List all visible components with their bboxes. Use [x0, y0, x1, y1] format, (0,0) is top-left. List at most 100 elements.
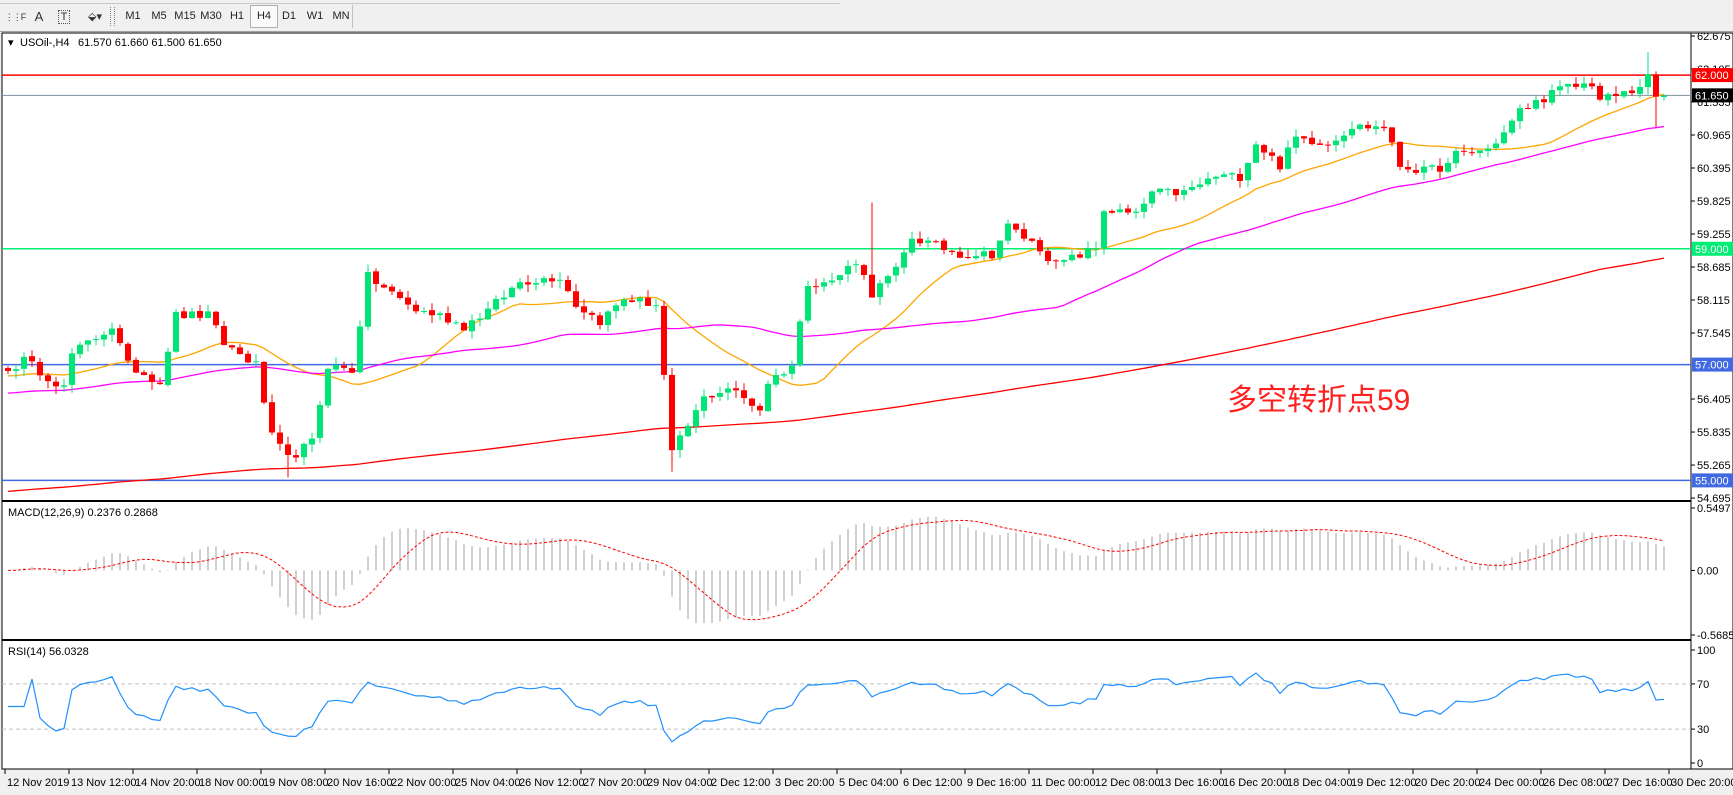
time-label: 5 Dec 04:00 — [839, 777, 898, 789]
candle-body — [373, 271, 379, 284]
candle-body — [853, 264, 859, 266]
candle — [133, 357, 139, 374]
candle-body — [1597, 85, 1603, 100]
candle-body — [245, 353, 251, 363]
candle — [853, 259, 859, 273]
timeframe-m30[interactable]: M30 — [200, 10, 222, 22]
candle-body — [477, 318, 483, 321]
candle-body — [533, 283, 539, 285]
candle-body — [1405, 166, 1411, 170]
candle — [869, 202, 875, 298]
candle — [445, 306, 451, 325]
candle-body — [773, 375, 779, 385]
candle-body — [781, 374, 787, 376]
candle-body — [1293, 136, 1299, 148]
candle — [1485, 144, 1491, 157]
candle — [909, 231, 915, 256]
price-tick-label: 60.395 — [1697, 163, 1731, 175]
candle — [501, 290, 507, 305]
candle — [5, 366, 11, 374]
candle-body — [1277, 156, 1283, 170]
candle — [389, 284, 395, 296]
candle — [125, 342, 131, 364]
candle-body — [749, 398, 755, 406]
annotation-text: 多空转折点59 — [1227, 384, 1410, 417]
candle — [437, 311, 443, 321]
candle-body — [1005, 223, 1011, 241]
candle-body — [1485, 148, 1491, 152]
candle — [589, 310, 595, 321]
candle — [1093, 241, 1099, 257]
candle-body — [205, 311, 211, 319]
arrows-icon[interactable]: ⬙▾ — [88, 11, 102, 23]
candle-body — [1461, 150, 1467, 152]
candle — [1581, 76, 1587, 91]
price-tick-label: 56.405 — [1697, 394, 1731, 406]
candle-body — [117, 328, 123, 344]
candle-body — [493, 298, 499, 310]
candle — [285, 436, 291, 478]
timeframe-w1[interactable]: W1 — [306, 10, 324, 22]
candle-body — [813, 286, 819, 288]
period-separator-icon[interactable]: ⋮⋮F — [4, 12, 27, 22]
timeframe-h1[interactable]: H1 — [229, 10, 245, 22]
rsi-tick-label: 30 — [1697, 724, 1709, 736]
candle-body — [581, 306, 587, 313]
timeframe-d1[interactable]: D1 — [281, 10, 297, 22]
ma-fast-line — [7, 93, 1665, 387]
price-tick-label: 59.255 — [1697, 229, 1731, 241]
timeframe-m5[interactable]: M5 — [151, 10, 167, 22]
symbol-name: USOil-,H4 — [20, 37, 70, 49]
candle — [669, 367, 675, 472]
candle — [1293, 129, 1299, 154]
candle-body — [677, 435, 683, 451]
text-label-icon[interactable]: T — [53, 6, 75, 28]
candle — [677, 430, 683, 458]
candle-body — [1253, 144, 1259, 163]
candle — [325, 367, 331, 409]
candle-body — [357, 326, 363, 373]
candle-body — [525, 282, 531, 285]
timeframe-h4[interactable]: H4 — [250, 5, 278, 28]
candle — [1605, 91, 1611, 106]
candle — [661, 300, 667, 381]
symbol-menu-icon[interactable]: ▾ — [8, 37, 14, 49]
candle-body — [1477, 150, 1483, 153]
candle — [1597, 82, 1603, 102]
price-label-62.000: 62.000 — [1695, 70, 1729, 82]
candle — [141, 370, 147, 376]
candle — [1453, 148, 1459, 169]
candle — [1101, 209, 1107, 255]
timeframe-m15[interactable]: M15 — [174, 10, 196, 22]
candle — [709, 395, 715, 403]
candle — [557, 272, 563, 289]
candle — [213, 310, 219, 329]
time-label: 20 Dec 20:00 — [1415, 777, 1480, 789]
candle — [885, 274, 891, 288]
price-label-55.000: 55.000 — [1695, 475, 1729, 487]
candle — [309, 432, 315, 453]
candle — [749, 397, 755, 412]
candle-body — [1029, 238, 1035, 241]
candle — [773, 368, 779, 388]
candle-body — [141, 372, 147, 376]
text-A-icon[interactable]: A — [34, 9, 44, 24]
time-label: 16 Dec 20:00 — [1223, 777, 1288, 789]
candle — [1117, 203, 1123, 214]
candle — [645, 290, 651, 307]
candle-body — [237, 347, 243, 355]
candle-body — [597, 315, 603, 326]
timeframe-mn[interactable]: MN — [332, 10, 350, 22]
macd-label: MACD(12,26,9) 0.2376 0.2868 — [8, 507, 158, 519]
candle — [29, 350, 35, 367]
candle-body — [1149, 191, 1155, 204]
candle-body — [173, 311, 179, 352]
time-label: 30 Dec 20:00 — [1671, 777, 1733, 789]
candle — [1389, 127, 1395, 147]
candle-body — [1365, 124, 1371, 129]
toolbar-grip[interactable] — [110, 7, 115, 26]
candle-body — [1557, 86, 1563, 91]
timeframe-m1[interactable]: M1 — [125, 10, 141, 22]
candle-body — [925, 240, 931, 243]
